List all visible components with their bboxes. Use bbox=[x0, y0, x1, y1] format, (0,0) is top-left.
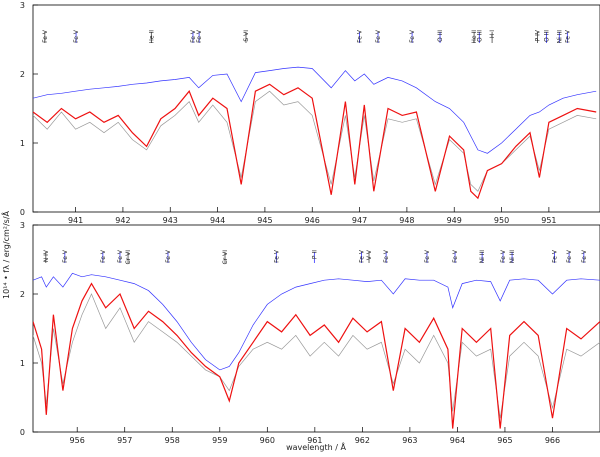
x-axis-label: wavelength / Å bbox=[286, 441, 346, 452]
x-tick-label: 946 bbox=[305, 216, 320, 225]
line-id-label: Fe V bbox=[375, 29, 382, 43]
x-tick-label: 944 bbox=[210, 216, 225, 225]
line-id-label: Ni III bbox=[556, 30, 563, 44]
y-axis-label: 10¹⁴ • fλ / erg/cm²/s/Å bbox=[0, 210, 11, 299]
line-id-label: Ni III bbox=[479, 250, 486, 264]
line-id-label: N IV bbox=[43, 249, 50, 262]
x-tick-label: 950 bbox=[494, 216, 509, 225]
line-id-label: Fe V bbox=[564, 29, 571, 43]
line-id-label: H I bbox=[489, 30, 496, 38]
line-id-label: Fe V bbox=[196, 29, 203, 43]
x-tick-label: 956 bbox=[70, 436, 85, 445]
spectrum-line bbox=[33, 293, 600, 419]
line-id-label: Fe V bbox=[358, 249, 365, 263]
line-id-label: P II bbox=[311, 250, 318, 259]
spectrum-line bbox=[33, 90, 597, 192]
line-id-label: Fe V bbox=[424, 249, 431, 263]
line-id-label: O III bbox=[476, 30, 483, 42]
spectrum-line bbox=[33, 83, 597, 200]
x-tick-label: 960 bbox=[260, 436, 275, 445]
line-id-label: Fe V bbox=[551, 249, 558, 263]
y-tick-label: 0 bbox=[20, 428, 25, 437]
plot-frame bbox=[32, 4, 600, 213]
x-tick-label: 943 bbox=[163, 216, 178, 225]
line-id-label: Fe V bbox=[500, 249, 507, 263]
line-id-label: Fe V bbox=[409, 29, 416, 43]
line-id-label: O III bbox=[437, 30, 444, 42]
x-tick-label: 962 bbox=[355, 436, 370, 445]
line-id-label: Fe V bbox=[62, 249, 69, 263]
y-tick-label: 1 bbox=[20, 359, 25, 368]
x-tick-label: 965 bbox=[497, 436, 512, 445]
plot-area bbox=[33, 66, 597, 200]
x-tick-label: 949 bbox=[447, 216, 462, 225]
line-id-label: Cr VI bbox=[125, 250, 132, 265]
line-id-label: Fe V bbox=[273, 249, 280, 263]
line-id-label: Fe V bbox=[42, 29, 49, 43]
line-id-label: Fe V bbox=[383, 249, 390, 263]
x-tick-label: 958 bbox=[165, 436, 180, 445]
line-id-label: Ni III bbox=[509, 250, 516, 264]
x-tick-label: 941 bbox=[68, 216, 83, 225]
line-id-label: O III bbox=[544, 30, 551, 42]
line-id-label: V V bbox=[366, 249, 373, 260]
y-tick-label: 0 bbox=[20, 208, 25, 217]
y-tick-label: 2 bbox=[20, 290, 25, 299]
line-id-label: S VI bbox=[243, 30, 250, 42]
x-tick-label: 945 bbox=[257, 216, 272, 225]
x-tick-label: 957 bbox=[117, 436, 132, 445]
y-tick-label: 3 bbox=[20, 1, 25, 10]
spectrum-line bbox=[33, 272, 600, 371]
y-tick-label: 1 bbox=[20, 139, 25, 148]
x-tick-label: 947 bbox=[352, 216, 367, 225]
x-tick-label: 964 bbox=[450, 436, 465, 445]
x-tick-label: 948 bbox=[399, 216, 414, 225]
y-tick-label: 2 bbox=[20, 70, 25, 79]
line-id-label: Fe V bbox=[357, 29, 364, 43]
line-id-label: Cr VI bbox=[222, 250, 229, 265]
x-tick-label: 966 bbox=[545, 436, 560, 445]
line-id-label: Fe V bbox=[452, 249, 459, 263]
line-id-label: He II bbox=[471, 30, 478, 44]
line-id-label: Fe V bbox=[73, 29, 80, 43]
x-tick-label: 942 bbox=[115, 216, 130, 225]
y-tick-label: 3 bbox=[20, 221, 25, 230]
line-id-label: Fe V bbox=[117, 249, 124, 263]
line-id-label: Fe V bbox=[100, 249, 107, 263]
line-id-label: Fe V bbox=[190, 29, 197, 43]
x-tick-label: 961 bbox=[307, 436, 322, 445]
plot-frame bbox=[32, 224, 600, 433]
line-id-label: Fe V bbox=[581, 249, 588, 263]
x-tick-label: 951 bbox=[541, 216, 556, 225]
line-id-label: He II bbox=[148, 30, 155, 44]
x-tick-label: 963 bbox=[402, 436, 417, 445]
plot-area bbox=[33, 272, 600, 429]
line-id-label: P IV bbox=[535, 29, 542, 41]
line-id-label: Fe V bbox=[165, 249, 172, 263]
line-id-label: Fe V bbox=[566, 249, 573, 263]
spectrum-line bbox=[33, 282, 600, 429]
spectrum-line bbox=[33, 66, 597, 154]
x-tick-label: 959 bbox=[212, 436, 227, 445]
